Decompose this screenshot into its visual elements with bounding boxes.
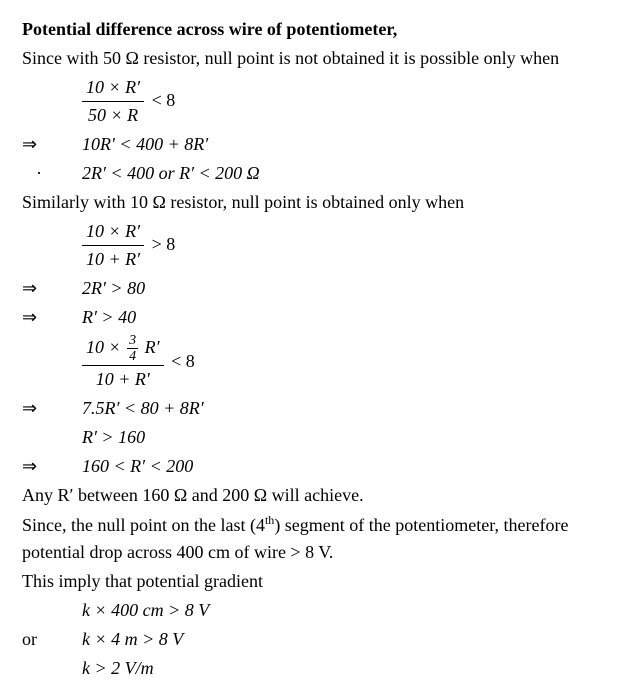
g1-expr: k × 400 cm > 8 V <box>82 597 209 624</box>
eq2-denominator: 10 + R′ <box>82 246 144 273</box>
g3-expr: k > 2 V/m <box>82 655 154 682</box>
eq3-relation: < 8 <box>171 351 195 371</box>
imp2-expr: 2R′ < 400 or R′ < 200 Ω <box>82 160 260 187</box>
equation-1: 10 × R′ 50 × R < 8 <box>22 74 604 129</box>
paragraph-2: Similarly with 10 Ω resistor, null point… <box>22 189 604 216</box>
implies-icon: ⇒ <box>22 304 82 331</box>
imp4-expr: R′ > 40 <box>82 304 136 331</box>
dot-icon: · <box>22 160 82 187</box>
gradient-1: k × 400 cm > 8 V <box>22 597 604 624</box>
p4-sup: th <box>265 513 274 527</box>
eq1-relation: < 8 <box>152 90 176 110</box>
eq3-small-num: 3 <box>127 333 138 349</box>
eq3-pre: 10 × <box>86 337 121 357</box>
eq3-denominator: 10 + R′ <box>82 366 164 393</box>
imp7-expr: 160 < R′ < 200 <box>82 453 193 480</box>
implication-4: ⇒ R′ > 40 <box>22 304 604 331</box>
imp6-expr: R′ > 160 <box>82 424 145 451</box>
p4-part-a: Since, the null point on the last (4 <box>22 515 265 535</box>
paragraph-3: Any R′ between 160 Ω and 200 Ω will achi… <box>22 482 604 509</box>
imp3-expr: 2R′ > 80 <box>82 275 145 302</box>
implication-6: R′ > 160 <box>22 424 604 451</box>
heading: Potential difference across wire of pote… <box>22 16 604 43</box>
implication-2: · 2R′ < 400 or R′ < 200 Ω <box>22 160 604 187</box>
paragraph-5: This imply that potential gradient <box>22 568 604 595</box>
or-label: or <box>22 626 82 653</box>
eq1-numerator: 10 × R′ <box>82 74 144 102</box>
implies-icon: ⇒ <box>22 131 82 158</box>
implies-icon: ⇒ <box>22 453 82 480</box>
eq2-relation: > 8 <box>152 234 176 254</box>
gradient-3: k > 2 V/m <box>22 655 604 682</box>
imp5-expr: 7.5R′ < 80 + 8R′ <box>82 395 204 422</box>
equation-3: 10 × 3 4 R′ 10 + R′ < 8 <box>22 333 604 393</box>
eq1-denominator: 50 × R <box>82 102 144 129</box>
implication-7: ⇒ 160 < R′ < 200 <box>22 453 604 480</box>
eq3-post: R′ <box>145 337 160 357</box>
eq3-small-den: 4 <box>127 349 138 364</box>
eq3-numerator: 10 × 3 4 R′ <box>82 333 164 366</box>
paragraph-1: Since with 50 Ω resistor, null point is … <box>22 45 604 72</box>
eq2-numerator: 10 × R′ <box>82 218 144 246</box>
implies-icon: ⇒ <box>22 275 82 302</box>
g2-expr: k × 4 m > 8 V <box>82 626 183 653</box>
gradient-2: or k × 4 m > 8 V <box>22 626 604 653</box>
implication-1: ⇒ 10R′ < 400 + 8R′ <box>22 131 604 158</box>
implication-3: ⇒ 2R′ > 80 <box>22 275 604 302</box>
paragraph-4: Since, the null point on the last (4th) … <box>22 511 604 566</box>
imp1-expr: 10R′ < 400 + 8R′ <box>82 131 208 158</box>
implies-icon: ⇒ <box>22 395 82 422</box>
equation-2: 10 × R′ 10 + R′ > 8 <box>22 218 604 273</box>
implication-5: ⇒ 7.5R′ < 80 + 8R′ <box>22 395 604 422</box>
